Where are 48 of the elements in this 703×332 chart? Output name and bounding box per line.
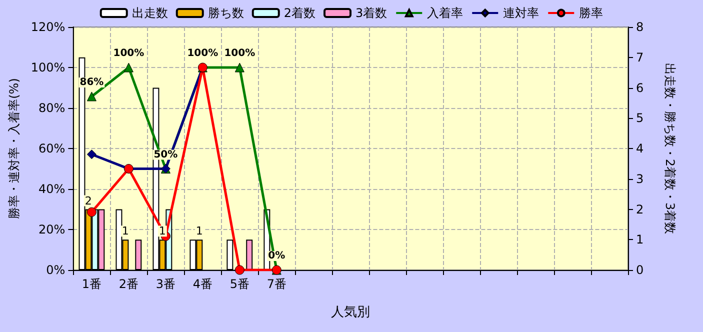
y2-tick-label: 7	[636, 50, 644, 64]
y2-tick-label: 6	[636, 80, 644, 95]
y2-axis-title: 出走数・勝ち数・2着数・3着数	[663, 62, 677, 234]
x-tick-label: 4番	[192, 277, 212, 291]
y-tick-label: 80%	[38, 101, 66, 115]
y2-tick-label: 2	[636, 202, 644, 216]
y-axis-title: 勝率・連対率・入着率(%)	[7, 78, 21, 219]
data-label: 1	[122, 224, 129, 238]
legend-label: 2着数	[284, 6, 316, 20]
x-tick-label: 2番	[118, 277, 139, 291]
data-label: 86%	[80, 76, 104, 88]
y-tick-label: 0%	[46, 263, 66, 277]
legend-label: 出走数	[132, 6, 168, 20]
legend-label: 勝ち数	[208, 6, 244, 20]
point	[86, 150, 96, 160]
data-label: 1	[196, 224, 203, 238]
legend-label: 3着数	[356, 6, 388, 20]
point	[86, 92, 96, 102]
point	[234, 62, 244, 72]
data-label: 1	[158, 224, 166, 238]
y-tick-label: 100%	[30, 60, 66, 74]
y2-tick-label: 8	[636, 20, 644, 34]
y2-tick-label: 4	[636, 142, 644, 156]
y-tick-label: 120%	[30, 20, 66, 34]
y2-tick-label: 0	[636, 263, 644, 277]
x-tick-label: 5番	[230, 277, 250, 291]
y-tick-label: 60%	[38, 142, 66, 156]
y2-tick-label: 1	[636, 232, 644, 247]
x-tick-label: 1番	[82, 277, 102, 291]
y2-tick-label: 5	[636, 111, 644, 126]
data-label: 0%	[268, 250, 286, 262]
legend-label: 勝率	[579, 6, 604, 20]
point	[86, 207, 96, 217]
y-tick-label: 40%	[38, 182, 66, 196]
data-label: 100%	[187, 48, 218, 59]
x-tick-label: 3番	[156, 277, 176, 291]
legend-label: 入着率	[427, 6, 464, 20]
data-label: 50%	[154, 149, 178, 160]
data-label: 100%	[113, 48, 144, 59]
y2-tick-label: 3	[636, 172, 644, 186]
point	[124, 62, 134, 72]
legend-label: 連対率	[503, 6, 540, 20]
data-label: 100%	[224, 48, 256, 59]
y-tick-label: 20%	[38, 222, 66, 236]
x-tick-label: 7番	[266, 277, 286, 291]
x-axis-title: 人気別	[331, 305, 370, 320]
point	[234, 265, 244, 275]
data-label: 2	[84, 194, 92, 208]
